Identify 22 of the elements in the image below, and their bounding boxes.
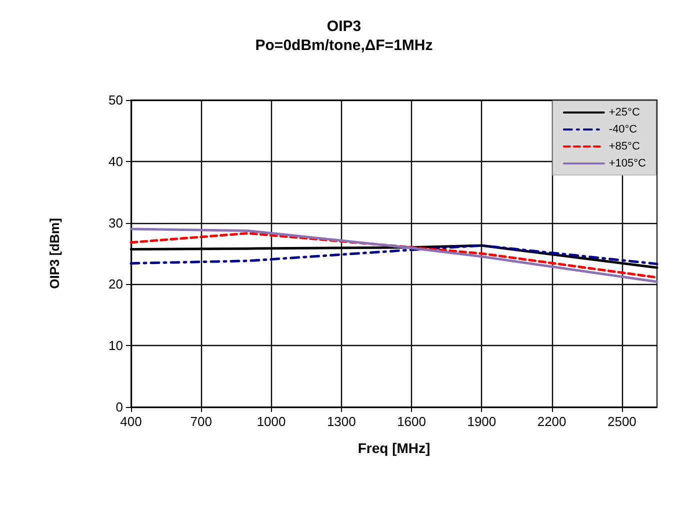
x-tick-label: 1000	[256, 414, 286, 429]
legend-label: +25°C	[608, 106, 640, 118]
y-axis-title: OIP3 [dBm]	[47, 218, 62, 289]
legend-label: -40°C	[608, 124, 638, 136]
chart-subtitle: Po=0dBm/tone,ΔF=1MHz	[255, 37, 433, 54]
x-tick-label: 1600	[397, 414, 426, 429]
y-tick-label: 50	[108, 92, 123, 108]
x-axis-title: Freq [MHz]	[358, 440, 430, 456]
y-tick-label: 20	[108, 276, 123, 292]
x-tick-label: 1900	[467, 414, 496, 429]
x-tick-label: 2200	[537, 414, 566, 429]
x-tick-label: 700	[190, 414, 212, 429]
y-tick-label: 30	[108, 215, 123, 230]
x-tick-label: 1300	[326, 414, 356, 429]
legend-label: +85°C	[608, 140, 640, 152]
y-tick-label: 10	[108, 338, 123, 354]
y-tick-label: 40	[108, 154, 123, 169]
y-tick-label: 0	[116, 400, 123, 414]
chart-title: OIP3	[326, 18, 362, 35]
legend-label: +105°C	[608, 158, 646, 170]
x-tick-label: 400	[120, 414, 142, 429]
x-tick-label: 2500	[607, 414, 636, 429]
